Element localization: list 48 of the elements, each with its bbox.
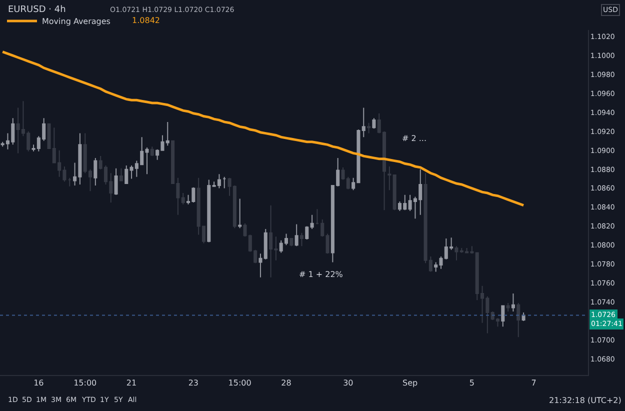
annotation: # 2 ...: [402, 134, 427, 143]
candlestick: [511, 292, 515, 312]
candlestick: [372, 118, 376, 130]
x-tick-label: 28: [281, 378, 292, 388]
candlestick: [124, 165, 128, 184]
x-tick-label: Sep: [402, 378, 418, 388]
candlestick: [264, 228, 268, 260]
candlestick: [181, 192, 185, 205]
text: 1.0842: [132, 16, 160, 25]
candlestick: [326, 233, 330, 254]
candlestick: [506, 302, 510, 312]
text: 21:32:18 (UTC+2): [549, 396, 622, 405]
candlestick: [501, 305, 505, 328]
candlestick: [114, 168, 118, 196]
candlestick: [305, 226, 309, 240]
candlestick: [166, 121, 170, 146]
x-tick-label: 15:00: [74, 378, 97, 388]
chart-title: EURUSD · 4h: [8, 5, 66, 15]
candlestick: [362, 107, 366, 138]
candlestick: [315, 208, 319, 225]
candlestick: [150, 146, 154, 157]
candlestick: [320, 219, 324, 238]
x-tick-label: 23: [188, 378, 199, 388]
candlestick: [310, 214, 314, 230]
candlestick: [207, 179, 211, 243]
x-tick-label: 7: [531, 378, 536, 388]
x-tick-label: 5: [469, 378, 474, 388]
candlestick: [119, 168, 123, 182]
candlestick: [454, 246, 458, 261]
x-tick-label: 21: [126, 378, 137, 388]
candlestick: [94, 157, 98, 186]
candlestick: [258, 253, 262, 278]
candlestick: [392, 174, 396, 211]
candlestick: [290, 238, 294, 247]
candlestick: [238, 198, 242, 229]
x-tick-label: 15:00: [228, 378, 252, 388]
line-series: [1, 50, 525, 207]
candlestick: [68, 177, 72, 187]
candlestick: [222, 176, 226, 189]
candlestick: [367, 122, 371, 134]
candlestick: [516, 302, 520, 338]
legend-label: Moving Averages: [42, 17, 110, 26]
annotation: # 1 + 22%: [299, 270, 344, 279]
candlestick: [388, 166, 392, 191]
x-tick-label: 30: [343, 378, 354, 388]
candlestick: [300, 232, 304, 247]
candlestick: [294, 224, 298, 247]
x-tick-label: 16: [34, 378, 44, 388]
